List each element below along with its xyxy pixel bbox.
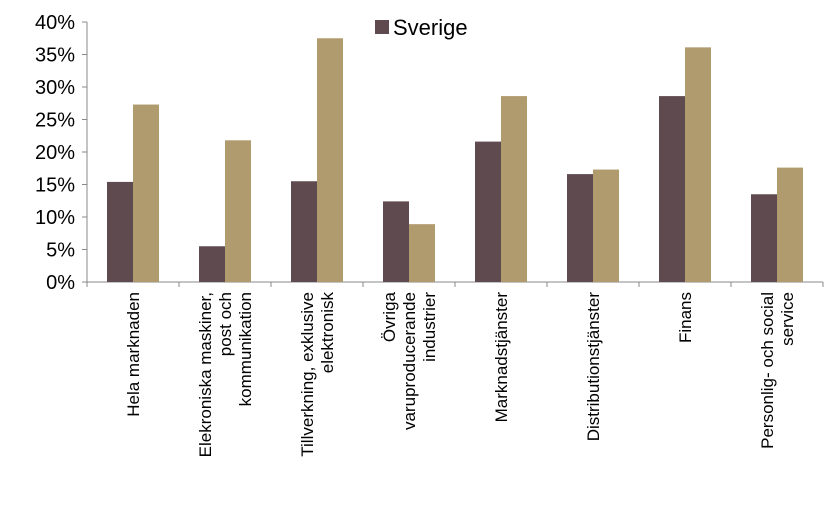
bar bbox=[501, 96, 527, 282]
y-tick-label: 40% bbox=[35, 12, 75, 34]
x-category-label: Personlig- och social service bbox=[758, 292, 797, 449]
x-category-label: Finans bbox=[676, 292, 695, 343]
x-category-label-line: Tillverkning, exklusive bbox=[298, 292, 317, 457]
bars bbox=[107, 38, 803, 282]
y-tick-label: 30% bbox=[35, 77, 75, 99]
y-tick-label: 15% bbox=[35, 175, 75, 197]
bar bbox=[199, 246, 225, 282]
legend-swatch bbox=[375, 20, 389, 34]
x-category-label: Övriga varuproducerande industrier bbox=[380, 291, 439, 430]
bar bbox=[133, 104, 159, 282]
x-category-label: Tillverkning, exklusive elektronisk bbox=[298, 292, 337, 457]
x-category-label-line: Övriga bbox=[380, 291, 399, 342]
y-tick-label: 35% bbox=[35, 45, 75, 67]
x-category-label-line: Hela marknaden bbox=[124, 292, 143, 417]
x-category-label: Marknadstjänster bbox=[492, 292, 511, 423]
x-category-label-line: service bbox=[778, 292, 797, 346]
bar bbox=[291, 181, 317, 282]
bar bbox=[107, 181, 133, 282]
y-tick-label: 25% bbox=[35, 110, 75, 132]
x-category-label: Elekroniska maskiner, post och kommunikati… bbox=[196, 292, 255, 457]
bar bbox=[317, 38, 343, 282]
bar bbox=[777, 167, 803, 282]
x-category-label: Hela marknaden bbox=[124, 292, 143, 417]
x-category-label-line: post och bbox=[216, 292, 235, 356]
legend: Sverige bbox=[375, 15, 468, 40]
x-category-label-line: industrier bbox=[420, 292, 439, 362]
bar bbox=[383, 201, 409, 282]
x-category-label-line: Elekroniska maskiner, bbox=[196, 292, 215, 457]
axes bbox=[82, 21, 824, 287]
legend-label: Sverige bbox=[393, 15, 468, 40]
x-axis-category-labels: Hela marknaden Elekroniska maskiner, post … bbox=[124, 291, 797, 457]
bar bbox=[567, 174, 593, 282]
x-category-label: Distributionstjänster bbox=[584, 292, 603, 442]
x-category-label-line: Personlig- och social bbox=[758, 292, 777, 449]
bar bbox=[409, 224, 435, 282]
y-axis-tick-labels: 0% 5% 10% 15% 20% 25% 30% 35% 40% bbox=[35, 12, 75, 294]
x-category-label-line: kommunikation bbox=[236, 292, 255, 406]
bar bbox=[659, 96, 685, 282]
bar bbox=[751, 194, 777, 282]
y-tick-label: 20% bbox=[35, 142, 75, 164]
x-category-label-line: varuproducerande bbox=[400, 292, 419, 430]
bar bbox=[593, 169, 619, 282]
bar bbox=[685, 47, 711, 282]
y-tick-label: 0% bbox=[46, 272, 75, 294]
bar bbox=[225, 140, 251, 282]
y-tick-label: 10% bbox=[35, 207, 75, 229]
bar bbox=[475, 141, 501, 282]
x-category-label-line: elektronisk bbox=[318, 292, 337, 374]
x-category-label-line: Finans bbox=[676, 292, 695, 343]
x-category-label-line: Distributionstjänster bbox=[584, 292, 603, 442]
y-tick-label: 5% bbox=[46, 240, 75, 262]
x-category-label-line: Marknadstjänster bbox=[492, 292, 511, 423]
